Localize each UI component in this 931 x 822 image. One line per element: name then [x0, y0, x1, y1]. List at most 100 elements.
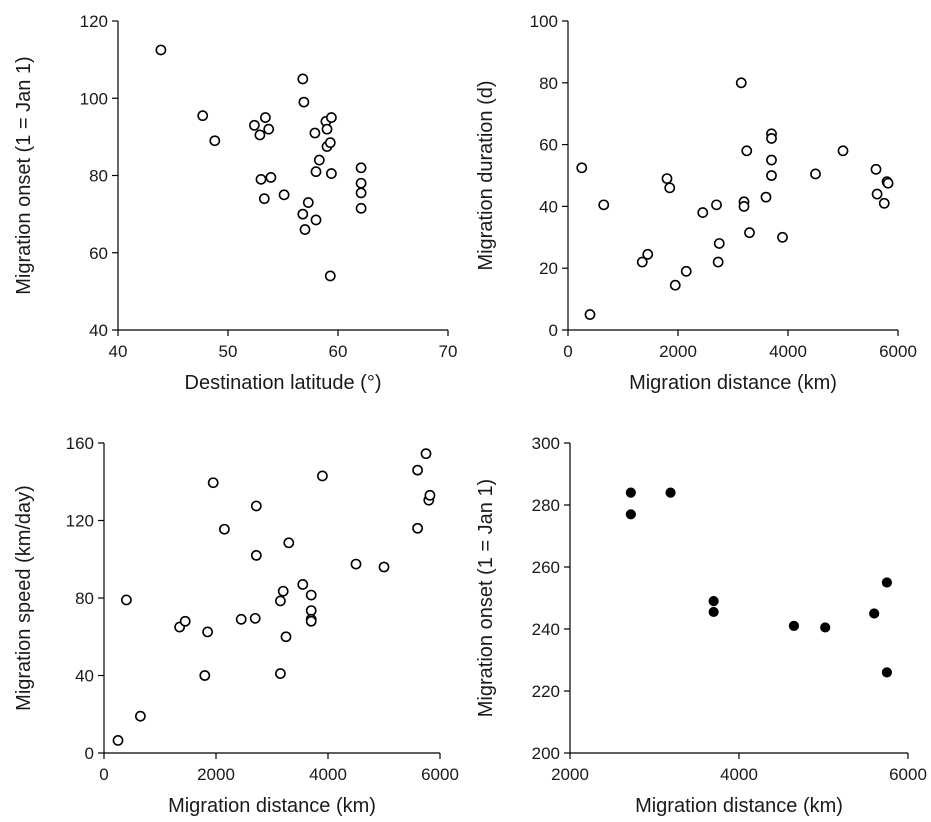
- data-point: [412, 522, 423, 534]
- y-tick-label: 20: [539, 259, 558, 278]
- data-point: [424, 489, 436, 501]
- data-point: [738, 200, 750, 212]
- x-tick-label: 40: [109, 342, 128, 361]
- data-point: [112, 735, 124, 746]
- data-point: [199, 670, 211, 681]
- data-point: [820, 622, 831, 633]
- x-tick-label: 4000: [309, 765, 347, 784]
- data-point: [625, 509, 636, 520]
- chart-panel-bottom-right: 200 220 240 260 280 300 2000 4000 6000 Migration …: [475, 434, 927, 817]
- data-point: [298, 96, 310, 108]
- data-point: [265, 172, 277, 183]
- data-point: [305, 615, 317, 627]
- data-point: [197, 110, 209, 122]
- data-point: [661, 173, 673, 184]
- data-point: [209, 135, 221, 147]
- data-point: [305, 589, 317, 601]
- data-point: [324, 137, 336, 149]
- data-point: [325, 168, 337, 179]
- data-point: [280, 631, 292, 643]
- x-axis-label: Migration distance (km): [168, 795, 376, 817]
- x-axis-label: Destination latitude (°): [185, 372, 382, 394]
- data-point: [321, 123, 333, 135]
- data-point: [878, 197, 890, 209]
- data-point: [254, 129, 266, 141]
- data-point: [324, 270, 336, 282]
- data-point: [664, 182, 676, 194]
- data-point: [712, 256, 724, 268]
- data-point: [283, 537, 295, 549]
- data-point: [305, 605, 317, 616]
- data-point: [250, 500, 262, 512]
- data-point: [598, 199, 610, 211]
- data-point: [313, 154, 325, 166]
- y-tick-label: 0: [85, 744, 94, 763]
- y-axis-label: Migration speed (km/day): [13, 485, 35, 711]
- data-point: [869, 608, 880, 619]
- x-tick-label: 4000: [769, 342, 807, 361]
- data-point: [576, 162, 588, 174]
- data-point: [297, 208, 309, 220]
- y-tick-label: 60: [539, 136, 558, 155]
- data-point: [355, 187, 367, 199]
- data-point: [871, 188, 883, 200]
- y-tick-label: 300: [532, 434, 560, 453]
- data-point: [713, 238, 725, 249]
- data-point: [249, 612, 261, 624]
- data-point: [760, 191, 772, 203]
- data-point: [777, 231, 788, 243]
- y-tick-label: 60: [89, 244, 108, 263]
- data-point: [350, 558, 362, 570]
- x-tick-label: 6000: [421, 765, 459, 784]
- data-point: [310, 214, 322, 226]
- data-point: [766, 133, 777, 144]
- data-point: [788, 620, 800, 632]
- chart-panel-top-right: 0 20 40 60 80 100 0 2000 4000 6000 Migration dista…: [475, 12, 917, 394]
- x-tick-label: 2000: [197, 765, 235, 784]
- y-axis-label: Migration onset (1 = Jan 1): [13, 56, 35, 294]
- data-point: [636, 256, 648, 268]
- y-tick-label: 80: [539, 74, 558, 93]
- x-tick-label: 0: [563, 342, 572, 361]
- data-point: [882, 177, 894, 189]
- data-point: [121, 594, 132, 606]
- data-point: [680, 265, 692, 277]
- data-point: [355, 162, 367, 174]
- data-point: [325, 112, 337, 123]
- y-tick-label: 280: [532, 496, 560, 515]
- data-point: [297, 579, 309, 590]
- data-point: [810, 168, 821, 180]
- x-axis-label: Migration distance (km): [629, 372, 837, 394]
- chart-panel-bottom-left: 0 40 80 120 160 0 2000 4000 6000 Migration distan…: [13, 434, 459, 817]
- x-tick-label: 6000: [879, 342, 917, 361]
- data-point: [420, 448, 432, 460]
- data-point: [735, 77, 747, 89]
- data-point: [665, 487, 676, 498]
- data-point: [277, 585, 289, 597]
- data-point: [235, 613, 247, 625]
- y-tick-label: 260: [532, 558, 560, 577]
- data-point: [711, 199, 722, 211]
- x-tick-label: 6000: [889, 765, 927, 784]
- data-point: [708, 596, 719, 607]
- data-point: [299, 224, 311, 235]
- data-point: [870, 163, 882, 175]
- y-tick-label: 0: [549, 321, 558, 340]
- data-point: [316, 470, 328, 482]
- y-tick-label: 80: [89, 167, 108, 186]
- y-tick-label: 240: [532, 620, 560, 639]
- data-point: [274, 595, 286, 607]
- data-point: [218, 523, 230, 535]
- data-point: [207, 477, 219, 489]
- data-point: [258, 193, 270, 205]
- data-point: [708, 606, 719, 618]
- data-point: [669, 279, 681, 291]
- y-tick-label: 40: [89, 321, 108, 340]
- data-point: [741, 145, 753, 157]
- chart-panel-top-left: 40 60 80 100 120 40 50 60 70 Destination latitude…: [13, 12, 457, 394]
- x-axis-label: Migration distance (km): [635, 795, 843, 817]
- y-axis-label: Migration onset (1 = Jan 1): [475, 479, 497, 717]
- data-point: [584, 309, 596, 320]
- data-point: [255, 173, 267, 185]
